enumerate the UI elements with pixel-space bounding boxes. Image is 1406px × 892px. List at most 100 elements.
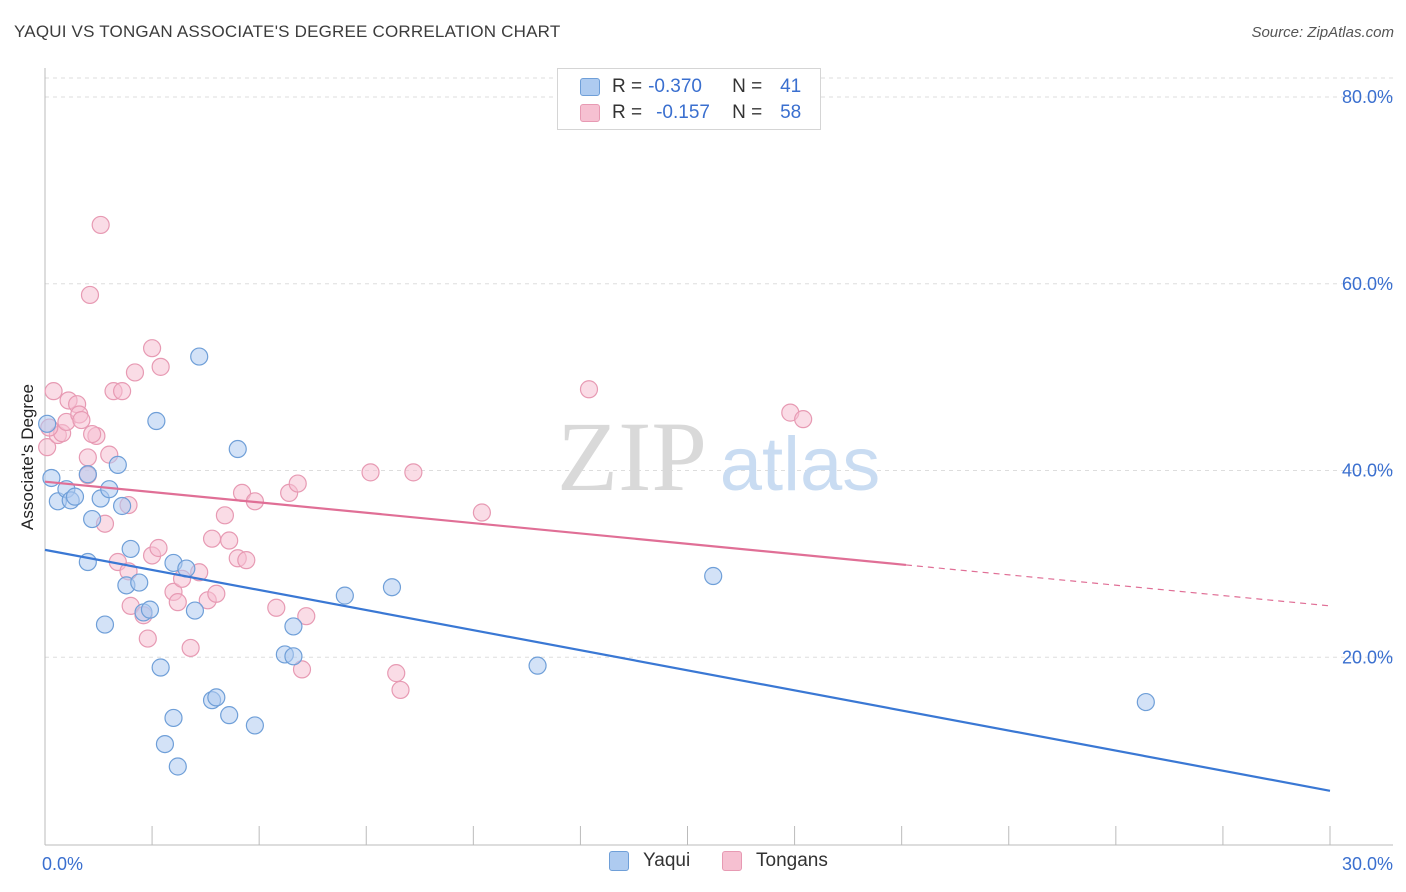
yaqui-point: [228, 439, 247, 459]
yaqui-point: [1136, 692, 1155, 712]
tongan-point: [207, 584, 226, 603]
source-label: Source: ZipAtlas.com: [1251, 24, 1394, 41]
tongan-point: [149, 538, 168, 558]
watermark: ZIP atlas: [557, 401, 880, 512]
yaqui-point: [108, 455, 127, 474]
tongan-swatch: [580, 104, 600, 122]
yaqui-point: [155, 734, 175, 754]
tongan-point: [220, 531, 239, 550]
tongan-point: [80, 285, 100, 305]
tongan-point: [181, 638, 200, 658]
yaqui-point: [220, 706, 239, 725]
legend-label-yaqui: Yaqui: [643, 850, 691, 871]
tongan-point: [215, 506, 234, 525]
yaqui-point: [121, 539, 140, 559]
series-yaqui: [38, 347, 1155, 776]
yaqui-point: [335, 586, 354, 605]
r-value-yaqui: -0.370: [648, 76, 702, 97]
legend-item-tongans[interactable]: Tongans: [722, 850, 828, 872]
y-axis-label: Associate's Degree: [18, 384, 37, 530]
y-tick-label: 20.0%: [1342, 647, 1393, 667]
tongan-point: [125, 363, 145, 382]
series-legend: Yaqui Tongans: [0, 850, 1406, 878]
chart-title: YAQUI VS TONGAN ASSOCIATE'S DEGREE CORRE…: [14, 22, 561, 41]
tongan-point: [83, 424, 102, 444]
watermark-atlas: atlas: [720, 422, 881, 507]
series-tongans: [38, 215, 813, 700]
yaqui-point: [112, 496, 132, 516]
stats-legend: R = -0.370 N = 41 R = -0.157 N = 58: [557, 68, 821, 130]
axes: [44, 68, 1393, 846]
y-tick-label: 60.0%: [1342, 274, 1393, 294]
stats-row-tongans: R = -0.157 N = 58: [580, 101, 801, 125]
tongan-point: [292, 660, 312, 679]
legend-swatch-tongans: [722, 851, 742, 871]
yaqui-point: [140, 600, 160, 619]
yaqui-point: [168, 757, 187, 776]
yaqui-point: [284, 647, 303, 666]
stats-row-yaqui: R = -0.370 N = 41: [580, 75, 801, 99]
trendline-yaqui: [44, 548, 1331, 792]
yaqui-point: [151, 658, 170, 677]
tongan-point: [267, 598, 286, 617]
trendline-tongans-extension: [905, 564, 1331, 607]
r-label-yaqui: R =: [612, 76, 643, 97]
n-value-yaqui: 41: [780, 76, 802, 97]
tongan-point: [112, 382, 132, 401]
yaqui-point: [704, 566, 723, 586]
trendlines: [44, 480, 1331, 792]
yaqui-point: [284, 617, 303, 636]
watermark-zip: ZIP: [557, 401, 707, 512]
yaqui-point: [185, 601, 205, 620]
tongan-point: [138, 629, 157, 648]
yaqui-point: [245, 716, 264, 735]
tongan-point: [237, 551, 256, 570]
legend-swatch-yaqui: [609, 851, 629, 871]
trendline-tongans: [44, 480, 907, 567]
tick-labels: 20.0% 40.0% 60.0% 80.0% 0.0% 30.0%: [42, 87, 1393, 874]
yaqui-point: [207, 688, 226, 707]
yaqui-point: [164, 708, 183, 728]
tongan-point: [168, 593, 187, 612]
tongan-point: [38, 438, 57, 457]
tongan-point: [78, 448, 97, 467]
yaqui-point: [78, 465, 97, 484]
yaqui-swatch: [580, 78, 600, 96]
tongan-point: [387, 664, 406, 683]
tongan-point: [151, 357, 170, 376]
r-label-tongans: R =: [612, 102, 643, 123]
x-tick-label: 0.0%: [42, 854, 83, 874]
legend-item-yaqui[interactable]: Yaqui: [609, 850, 690, 872]
tongan-point: [72, 410, 91, 430]
r-value-tongans: -0.157: [656, 102, 710, 123]
tongan-point: [472, 503, 491, 522]
tongan-point: [297, 607, 316, 626]
yaqui-point: [382, 578, 402, 597]
tongan-point: [202, 529, 222, 548]
n-label-tongans: N =: [732, 102, 763, 123]
x-tick-label: 30.0%: [1342, 854, 1393, 874]
yaqui-point: [190, 347, 209, 366]
legend-label-tongans: Tongans: [756, 850, 828, 871]
y-tick-label: 80.0%: [1342, 87, 1393, 107]
tongan-point: [579, 380, 599, 399]
yaqui-point: [65, 487, 85, 506]
yaqui-point: [83, 509, 102, 529]
yaqui-point: [147, 411, 166, 431]
tongan-point: [142, 339, 162, 358]
yaqui-point: [95, 615, 115, 634]
yaqui-point: [38, 414, 57, 433]
yaqui-point: [528, 656, 547, 675]
n-label-yaqui: N =: [732, 76, 763, 97]
tongan-point: [794, 410, 813, 429]
n-value-tongans: 58: [780, 102, 802, 123]
tongan-point: [288, 474, 307, 493]
y-tick-label: 40.0%: [1342, 461, 1393, 481]
tongan-point: [44, 382, 63, 401]
tongan-point: [404, 463, 423, 482]
tongan-point: [91, 215, 110, 235]
tongan-point: [391, 680, 410, 700]
tongan-point: [361, 463, 380, 482]
yaqui-point: [130, 573, 149, 592]
